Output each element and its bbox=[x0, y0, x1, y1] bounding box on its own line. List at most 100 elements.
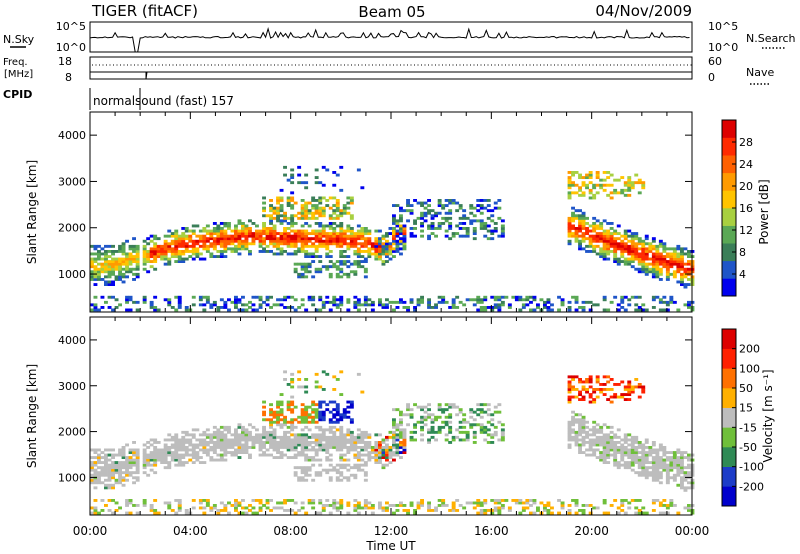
power-cell bbox=[223, 232, 228, 235]
velocity-cell bbox=[437, 408, 442, 412]
power-cell bbox=[581, 219, 586, 223]
velocity-cell bbox=[378, 443, 382, 447]
velocity-cell bbox=[149, 504, 154, 507]
velocity-cell bbox=[353, 446, 358, 449]
power-cell bbox=[381, 234, 386, 238]
power-cell bbox=[276, 216, 280, 220]
power-cell bbox=[304, 216, 309, 220]
power-cell bbox=[219, 252, 224, 256]
velocity-cell bbox=[311, 410, 316, 414]
power-cell bbox=[550, 303, 554, 307]
power-cell bbox=[328, 239, 333, 243]
velocity-cell bbox=[177, 458, 182, 462]
velocity-cell bbox=[585, 390, 589, 394]
power-cell bbox=[234, 295, 238, 299]
power-cell bbox=[399, 300, 403, 304]
power-cell bbox=[620, 255, 625, 258]
power-cell bbox=[451, 201, 456, 205]
velocity-cell bbox=[272, 420, 277, 424]
velocity-cell bbox=[90, 506, 94, 510]
power-cell bbox=[581, 227, 586, 230]
velocity-cell bbox=[613, 383, 618, 386]
power-cell bbox=[497, 295, 502, 299]
power-cell bbox=[342, 250, 347, 253]
velocity-cell bbox=[392, 458, 396, 462]
velocity-cell bbox=[290, 433, 295, 437]
power-cell bbox=[128, 255, 133, 258]
velocity-cell bbox=[325, 456, 330, 459]
power-cell bbox=[616, 191, 621, 195]
power-cell bbox=[613, 257, 618, 261]
power-cell bbox=[637, 255, 642, 258]
power-cell bbox=[490, 295, 495, 299]
velocity-cell bbox=[356, 433, 361, 437]
velocity-cell bbox=[363, 463, 368, 467]
power-cell bbox=[146, 250, 151, 253]
velocity-cell bbox=[665, 463, 670, 467]
velocity-cell bbox=[188, 458, 193, 462]
power-cell bbox=[219, 234, 224, 238]
velocity-cell bbox=[420, 501, 424, 505]
velocity-cell bbox=[613, 393, 618, 396]
velocity-cell bbox=[423, 405, 428, 409]
power-cell bbox=[592, 196, 597, 200]
power-cell bbox=[641, 181, 646, 185]
power-cell bbox=[184, 247, 189, 251]
velocity-cell bbox=[599, 425, 604, 429]
velocity-cell bbox=[462, 420, 467, 424]
velocity-cell bbox=[255, 438, 259, 442]
colorbar-swatch bbox=[722, 137, 736, 156]
power-cell bbox=[269, 306, 273, 309]
velocity-cell bbox=[300, 446, 305, 449]
power-cell bbox=[437, 224, 442, 228]
velocity-cell bbox=[181, 446, 186, 449]
power-cell bbox=[97, 262, 101, 266]
velocity-cell bbox=[483, 430, 488, 434]
velocity-cell bbox=[230, 443, 235, 447]
velocity-cell bbox=[332, 408, 337, 412]
power-cell bbox=[546, 308, 551, 312]
power-cell bbox=[142, 260, 147, 263]
power-cell bbox=[434, 227, 438, 230]
velocity-cell bbox=[676, 456, 681, 459]
power-cell bbox=[613, 250, 618, 253]
velocity-cell bbox=[378, 453, 382, 457]
power-cell bbox=[634, 242, 639, 246]
power-cell bbox=[683, 262, 688, 266]
power-cell bbox=[606, 250, 611, 253]
power-cell bbox=[128, 270, 133, 274]
velocity-cell bbox=[606, 433, 611, 437]
power-cell bbox=[472, 219, 477, 223]
velocity-cell bbox=[304, 378, 309, 381]
velocity-cell bbox=[244, 438, 249, 442]
velocity-cell bbox=[588, 438, 593, 442]
velocity-cell bbox=[146, 446, 151, 449]
power-cell bbox=[153, 234, 158, 238]
velocity-cell bbox=[328, 435, 333, 439]
power-cell bbox=[623, 308, 628, 312]
velocity-cell bbox=[121, 466, 126, 470]
velocity-cell bbox=[349, 443, 354, 447]
power-cell bbox=[620, 247, 625, 251]
velocity-cell bbox=[346, 415, 351, 419]
power-cell bbox=[620, 239, 625, 243]
power-cell bbox=[462, 222, 467, 225]
velocity-cell bbox=[125, 499, 129, 502]
velocity-cell bbox=[318, 448, 323, 452]
power-cell bbox=[279, 206, 284, 210]
power-cell bbox=[581, 211, 586, 215]
power-cell bbox=[258, 295, 263, 299]
power-cell bbox=[276, 199, 280, 202]
power-cell bbox=[360, 303, 365, 307]
velocity-cell bbox=[219, 448, 224, 452]
velocity-cell bbox=[385, 509, 389, 512]
power-cell bbox=[595, 239, 600, 243]
velocity-cell bbox=[262, 405, 266, 409]
power-cell bbox=[567, 186, 572, 190]
power-cell bbox=[500, 303, 505, 307]
velocity-cell bbox=[237, 423, 242, 427]
velocity-cell bbox=[370, 511, 375, 515]
power-cell bbox=[167, 260, 172, 263]
velocity-cell bbox=[420, 425, 424, 429]
power-cell bbox=[149, 265, 154, 269]
